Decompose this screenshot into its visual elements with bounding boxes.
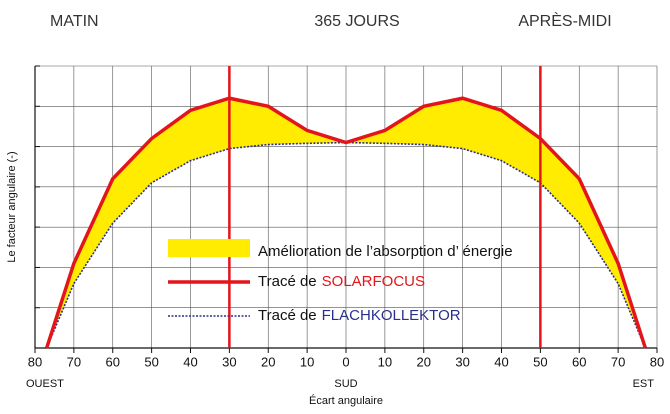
legend-label: Tracé de FLACHKOLLEKTOR xyxy=(258,307,461,324)
legend-label: Tracé de SOLARFOCUS xyxy=(258,273,425,290)
x-tick-label: 80 xyxy=(650,354,664,369)
top-label: APRÈS-MIDI xyxy=(518,11,611,30)
top-label: 365 JOURS xyxy=(314,13,399,30)
legend-prefix: Tracé de xyxy=(258,307,317,324)
x-tick-label: 80 xyxy=(28,354,42,369)
legend-swatch xyxy=(168,239,250,257)
x-tick-label: 20 xyxy=(261,354,275,369)
x-tick-label: 30 xyxy=(222,354,236,369)
y-axis-label: Le facteur angulaire (-) xyxy=(6,151,18,262)
x-tick-label: 50 xyxy=(144,354,158,369)
legend-label: Amélioration de l’absorption d’ énergie xyxy=(258,243,513,260)
legend-name: SOLARFOCUS xyxy=(322,273,425,290)
x-tick-label: 30 xyxy=(455,354,469,369)
x-tick-label: 60 xyxy=(572,354,586,369)
x-tick-label: 50 xyxy=(533,354,547,369)
legend-prefix: Tracé de xyxy=(258,273,317,290)
top-label: MATIN xyxy=(50,13,99,30)
x-tick-label: 70 xyxy=(611,354,625,369)
series-line xyxy=(44,96,648,349)
x-tick-label: 40 xyxy=(494,354,508,369)
x-tick-label: 40 xyxy=(183,354,197,369)
legend-name: FLACHKOLLEKTOR xyxy=(322,307,461,324)
direction-label: OUEST xyxy=(26,378,64,390)
x-tick-label: 60 xyxy=(106,354,120,369)
direction-label: SUD xyxy=(334,378,357,390)
x-tick-label: 70 xyxy=(67,354,81,369)
x-tick-label: 0 xyxy=(342,354,349,369)
x-tick-label: 20 xyxy=(417,354,431,369)
x-axis-label: Écart angulaire xyxy=(309,394,383,407)
direction-label: EST xyxy=(633,378,655,390)
x-tick-label: 10 xyxy=(378,354,392,369)
x-tick-label: 10 xyxy=(300,354,314,369)
